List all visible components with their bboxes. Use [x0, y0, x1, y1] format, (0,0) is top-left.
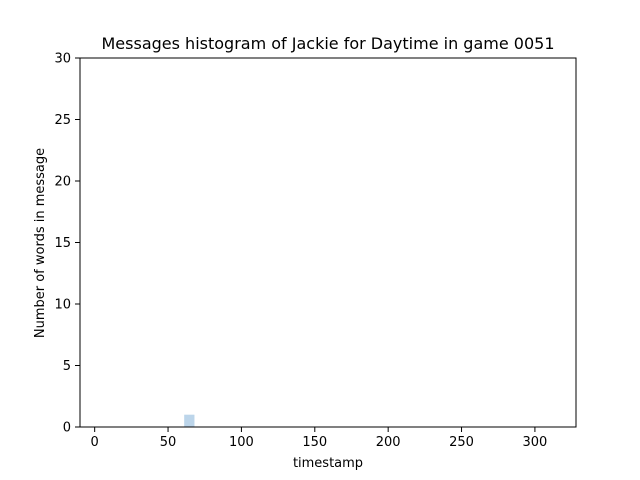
histogram-bar	[184, 414, 195, 427]
x-tick-label: 300	[522, 435, 547, 450]
y-tick-label: 5	[63, 359, 71, 374]
y-tick-label: 20	[54, 175, 71, 190]
x-tick-label: 200	[376, 435, 401, 450]
plot-area: 0 50 100 150 200 250 300 0 5 10 15 20 25 30	[54, 52, 577, 450]
chart-title: Messages histogram of Jackie for Daytime…	[102, 34, 555, 53]
x-tick-label: 250	[449, 435, 474, 450]
y-tick-label: 15	[54, 236, 71, 251]
y-tick-label: 10	[54, 298, 71, 313]
x-axis-label: timestamp	[293, 456, 363, 471]
x-tick-label: 0	[91, 435, 99, 450]
x-tick-label: 50	[160, 435, 177, 450]
y-tick-label: 0	[63, 421, 71, 436]
y-tick-label: 30	[54, 52, 71, 67]
y-tick-label: 25	[54, 113, 71, 128]
x-tick-label: 100	[229, 435, 254, 450]
y-axis-label: Number of words in message	[33, 148, 48, 338]
x-tick-label: 150	[302, 435, 327, 450]
